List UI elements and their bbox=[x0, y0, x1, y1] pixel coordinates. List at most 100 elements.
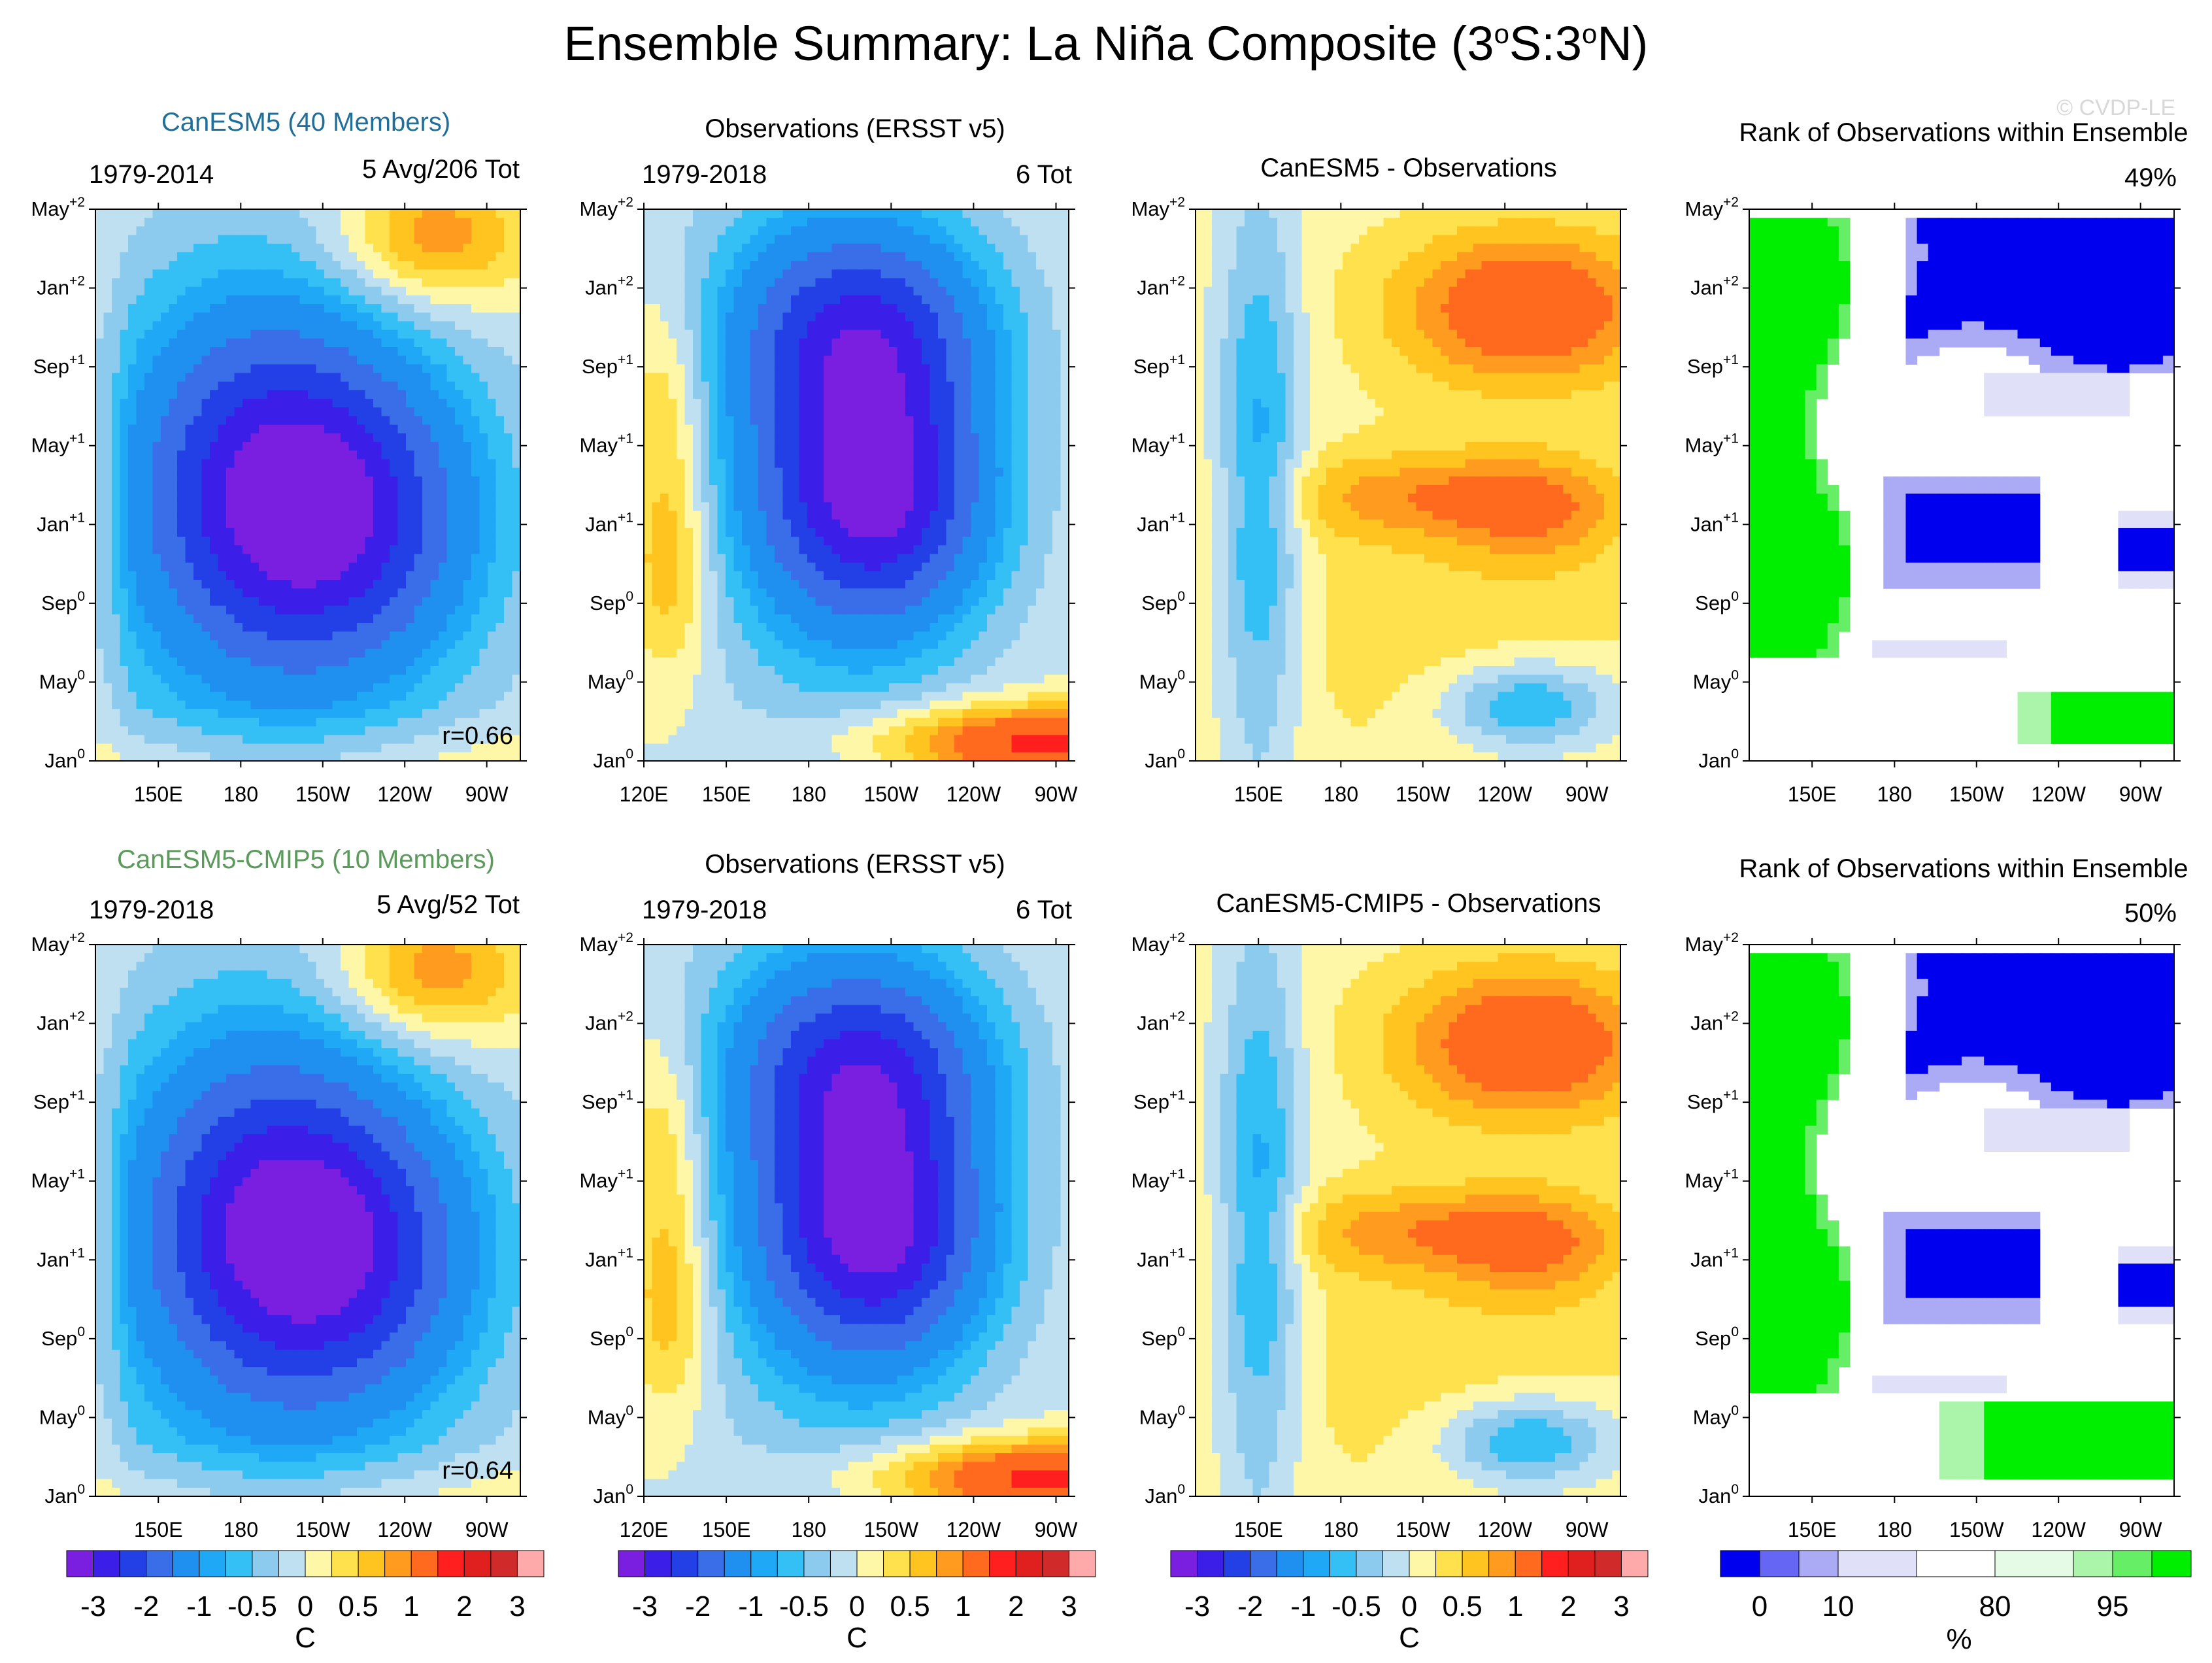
field-cell bbox=[463, 442, 472, 451]
field-cell bbox=[128, 709, 137, 718]
field-cell bbox=[439, 580, 448, 589]
field-cell bbox=[831, 321, 841, 331]
field-cell bbox=[807, 278, 816, 288]
field-cell bbox=[144, 278, 154, 288]
field-cell bbox=[316, 467, 325, 477]
field-cell bbox=[455, 614, 464, 624]
field-cell bbox=[488, 752, 497, 762]
field-cell bbox=[365, 235, 374, 244]
field-cell bbox=[341, 261, 350, 270]
field-cell bbox=[758, 450, 767, 460]
field-cell bbox=[455, 476, 464, 486]
field-cell bbox=[775, 399, 784, 408]
field-cell bbox=[406, 235, 415, 244]
field-cell bbox=[971, 399, 980, 408]
field-cell bbox=[177, 407, 186, 417]
field-cell bbox=[128, 364, 137, 374]
field-cell bbox=[913, 364, 922, 374]
field-cell bbox=[243, 528, 252, 537]
field-cell bbox=[210, 467, 219, 477]
field-cell bbox=[283, 373, 292, 382]
field-cell bbox=[299, 450, 309, 460]
field-cell bbox=[709, 347, 718, 356]
field-cell bbox=[193, 648, 203, 658]
field-cell bbox=[668, 321, 677, 331]
field-cell bbox=[112, 545, 121, 555]
field-cell bbox=[446, 261, 456, 270]
field-cell bbox=[479, 252, 488, 261]
field-cell bbox=[332, 588, 341, 598]
field-cell bbox=[414, 519, 423, 529]
field-cell bbox=[292, 269, 301, 279]
field-cell bbox=[357, 226, 366, 236]
field-cell bbox=[652, 399, 661, 408]
field-cell bbox=[987, 321, 996, 331]
field-cell bbox=[824, 304, 833, 313]
field-cell bbox=[144, 718, 154, 727]
field-cell bbox=[161, 269, 170, 279]
field-cell bbox=[201, 407, 210, 417]
field-cell bbox=[161, 752, 170, 762]
field-cell bbox=[357, 304, 366, 313]
field-cell bbox=[1020, 252, 1029, 261]
field-cell bbox=[471, 735, 480, 745]
field-cell bbox=[357, 640, 366, 650]
field-cell bbox=[136, 511, 145, 520]
field-cell bbox=[987, 347, 996, 356]
field-cell bbox=[144, 726, 154, 736]
field-cell bbox=[259, 675, 268, 684]
field-cell bbox=[292, 554, 301, 563]
field-cell bbox=[210, 243, 219, 253]
field-cell bbox=[782, 399, 792, 408]
field-cell bbox=[406, 407, 415, 417]
field-cell bbox=[193, 476, 203, 486]
field-cell bbox=[831, 243, 841, 253]
field-cell bbox=[243, 605, 252, 615]
field-cell bbox=[112, 399, 121, 408]
field-cell bbox=[430, 235, 439, 244]
field-cell bbox=[815, 321, 824, 331]
field-cell bbox=[316, 485, 325, 494]
field-cell bbox=[897, 243, 906, 253]
field-cell bbox=[332, 252, 341, 261]
field-cell bbox=[95, 554, 105, 563]
field-cell bbox=[1044, 269, 1053, 279]
field-cell bbox=[1011, 399, 1020, 408]
field-cell bbox=[210, 459, 219, 469]
field-cell bbox=[95, 218, 105, 227]
field-cell bbox=[775, 338, 784, 348]
field-cell bbox=[701, 399, 710, 408]
field-cell bbox=[243, 209, 252, 218]
field-cell bbox=[479, 631, 488, 641]
field-cell bbox=[373, 252, 382, 261]
field-cell bbox=[987, 450, 996, 460]
field-cell bbox=[471, 252, 480, 261]
field-cell bbox=[308, 683, 317, 693]
field-cell bbox=[201, 631, 210, 641]
field-cell bbox=[430, 312, 439, 322]
field-cell bbox=[1052, 278, 1062, 288]
field-cell bbox=[299, 235, 309, 244]
field-cell bbox=[177, 571, 186, 580]
field-cell bbox=[136, 648, 145, 658]
field-cell bbox=[799, 261, 808, 270]
field-cell bbox=[397, 640, 407, 650]
field-cell bbox=[995, 278, 1004, 288]
field-cell bbox=[185, 312, 194, 322]
field-cell bbox=[479, 347, 488, 356]
field-cell bbox=[922, 442, 931, 451]
field-cell bbox=[103, 261, 112, 270]
field-cell bbox=[381, 295, 390, 305]
field-cell bbox=[1060, 356, 1069, 365]
field-cell bbox=[341, 450, 350, 460]
field-cell bbox=[243, 321, 252, 331]
field-cell bbox=[824, 338, 833, 348]
field-cell bbox=[880, 295, 890, 305]
field-cell bbox=[95, 494, 105, 503]
field-cell bbox=[652, 338, 661, 348]
field-cell bbox=[144, 631, 154, 641]
field-cell bbox=[348, 295, 358, 305]
field-cell bbox=[267, 675, 276, 684]
field-cell bbox=[373, 631, 382, 641]
field-cell bbox=[848, 467, 857, 477]
